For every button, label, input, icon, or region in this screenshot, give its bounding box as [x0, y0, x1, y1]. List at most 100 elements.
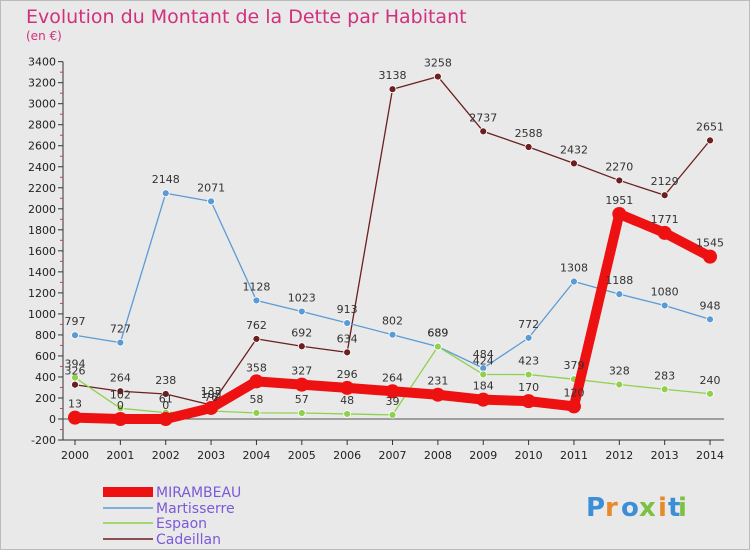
data-label-martisserre: 2148 — [152, 173, 180, 186]
data-label-espaon: 328 — [609, 365, 630, 378]
data-label-martisserre: 802 — [382, 315, 403, 328]
data-label-espaon: 58 — [249, 393, 263, 406]
data-point-martisserre — [116, 338, 125, 347]
data-point-cadeillan — [297, 342, 306, 351]
data-point-cadeillan — [570, 159, 578, 168]
legend-label-martisserre: Martisserre — [156, 501, 235, 517]
data-point-martisserre — [161, 189, 170, 198]
data-labels: 13 0 0 105 358 327 296 264 231 184 170 120 1951 1771 1… — [65, 57, 725, 412]
y-tick-label: 2600 — [28, 140, 56, 153]
legend-label-cadeillan: Cadeillan — [156, 532, 221, 548]
data-label-mirambeau: 264 — [382, 371, 403, 384]
data-point-martisserre — [71, 331, 79, 340]
y-tick-label: 3400 — [28, 56, 56, 69]
x-tick-label: 2006 — [333, 449, 361, 462]
data-label-martisserre: 2071 — [197, 181, 225, 194]
data-point-martisserre — [343, 319, 352, 327]
chart-subtitle: (en €) — [26, 29, 62, 43]
data-label-mirambeau: 105 — [201, 388, 222, 401]
data-label-cadeillan: 692 — [291, 326, 312, 339]
data-point-mirambeau — [566, 399, 581, 414]
data-label-cadeillan: 634 — [337, 332, 358, 345]
x-tick-label: 2012 — [605, 449, 633, 462]
data-label-mirambeau: 0 — [117, 399, 124, 412]
x-tick-label: 2004 — [242, 449, 270, 462]
data-point-espaon — [343, 410, 352, 418]
x-tick-label: 2010 — [515, 449, 543, 462]
x-tick-label: 2011 — [560, 449, 588, 462]
data-label-espaon: 423 — [518, 355, 539, 368]
data-point-cadeillan — [252, 335, 261, 343]
data-label-cadeillan: 2588 — [515, 127, 543, 140]
data-label-cadeillan: 2270 — [605, 160, 633, 173]
data-label-martisserre: 727 — [110, 323, 131, 336]
data-label-martisserre: 1080 — [651, 285, 679, 298]
data-point-espaon — [71, 373, 79, 382]
data-point-cadeillan — [660, 191, 669, 200]
data-point-cadeillan — [116, 387, 125, 396]
data-label-martisserre: 1023 — [288, 291, 316, 304]
data-point-espaon — [524, 370, 533, 379]
x-tick-label: 2014 — [696, 449, 724, 462]
data-point-espaon — [706, 389, 714, 398]
data-point-mirambeau — [521, 394, 536, 409]
legend-label-espaon: Espaon — [156, 516, 207, 532]
data-label-martisserre: 1188 — [605, 274, 633, 287]
data-point-mirambeau — [703, 249, 718, 264]
data-point-cadeillan — [71, 380, 79, 389]
data-point-cadeillan — [388, 85, 397, 94]
brand-letter: x — [639, 493, 656, 523]
data-point-espaon — [297, 409, 306, 417]
data-point-martisserre — [252, 296, 261, 305]
data-label-cadeillan: 2129 — [651, 175, 679, 188]
y-tick-label: 1800 — [28, 224, 56, 237]
x-tick-label: 2009 — [469, 449, 497, 462]
data-label-espaon: 39 — [386, 395, 400, 408]
data-label-mirambeau: 13 — [68, 398, 82, 411]
x-tick-label: 2007 — [379, 449, 407, 462]
data-point-espaon — [388, 411, 397, 419]
brand-letter: i — [678, 493, 687, 523]
data-point-mirambeau — [249, 374, 264, 389]
data-point-mirambeau — [385, 384, 400, 399]
data-label-espaon: 57 — [295, 393, 309, 406]
data-label-martisserre: 913 — [337, 303, 358, 316]
data-point-cadeillan — [343, 348, 352, 357]
data-label-martisserre: 797 — [65, 315, 86, 328]
legend-label-mirambeau: MIRAMBEAU — [156, 485, 241, 501]
data-label-martisserre: 689 — [427, 327, 448, 340]
y-tick-label: 1200 — [28, 287, 56, 300]
data-point-mirambeau — [68, 410, 82, 425]
data-point-mirambeau — [340, 380, 355, 395]
data-point-espaon — [660, 385, 669, 394]
y-tick-label: 0 — [49, 413, 56, 426]
data-point-cadeillan — [615, 176, 624, 185]
data-point-espaon — [116, 404, 125, 413]
data-label-martisserre: 948 — [700, 299, 721, 312]
y-tick-label: 600 — [35, 350, 56, 363]
data-point-mirambeau — [430, 387, 445, 402]
x-tick-label: 2001 — [106, 449, 134, 462]
data-label-espaon: 379 — [563, 359, 584, 372]
y-tick-label: 2000 — [28, 203, 56, 216]
data-point-martisserre — [297, 307, 306, 316]
x-tick-label: 2008 — [424, 449, 452, 462]
data-label-cadeillan: 2651 — [696, 120, 724, 133]
data-label-martisserre: 1308 — [560, 262, 588, 275]
series-layer — [68, 72, 718, 426]
data-label-mirambeau: 1545 — [696, 237, 724, 250]
data-label-espaon: 102 — [110, 388, 131, 401]
data-point-martisserre — [388, 330, 397, 339]
y-tick-label: 2200 — [28, 182, 56, 195]
brand-letter: o — [621, 493, 639, 523]
y-tick-label: 2800 — [28, 119, 56, 132]
data-label-espaon: 61 — [159, 393, 173, 406]
data-label-martisserre: 484 — [473, 348, 494, 361]
data-point-martisserre — [660, 301, 669, 310]
data-label-cadeillan: 238 — [155, 374, 176, 387]
x-tick-label: 2002 — [152, 449, 180, 462]
data-point-espaon — [433, 342, 442, 351]
data-point-mirambeau — [657, 225, 672, 240]
